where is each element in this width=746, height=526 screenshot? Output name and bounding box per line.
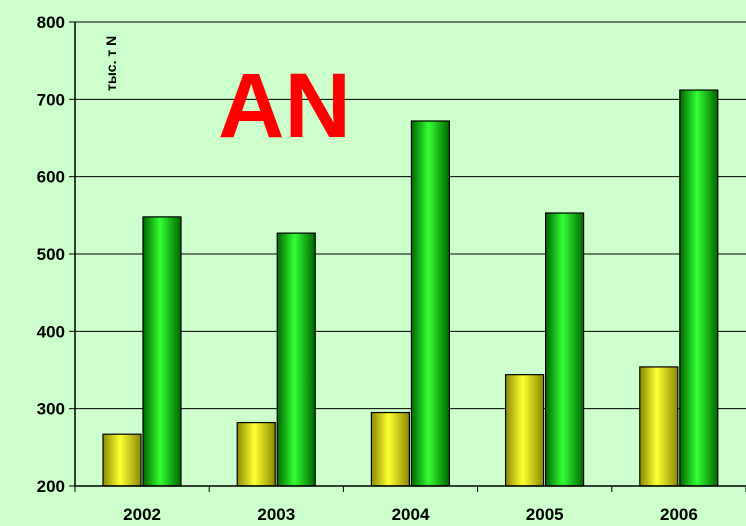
bar-2002-series-1 <box>102 433 142 487</box>
y-tick-label-800: 800 <box>37 13 65 32</box>
axes <box>69 21 746 492</box>
bar-2004-series-1 <box>370 411 410 487</box>
tick-labels: 200 300 400 500 600 700 800 2002 2003 2004 2005 200… <box>37 13 698 524</box>
y-tick-label-700: 700 <box>37 90 65 109</box>
y-tick-label-400: 400 <box>37 322 65 341</box>
y-tick-label-300: 300 <box>37 400 65 419</box>
x-tick-label-2002: 2002 <box>123 505 161 524</box>
bar-2006-series-1 <box>639 366 679 487</box>
bars <box>102 89 719 487</box>
x-tick-label-2006: 2006 <box>660 505 698 524</box>
x-tick-label-2005: 2005 <box>526 505 564 524</box>
y-axis-title: тыс. т N <box>103 36 119 91</box>
bar-2006-series-2 <box>679 89 719 487</box>
bar-2003-series-2 <box>276 232 316 487</box>
y-tick-label-600: 600 <box>37 168 65 187</box>
bar-2003-series-1 <box>236 421 276 487</box>
y-tick-label-200: 200 <box>37 477 65 496</box>
bar-2005-series-1 <box>505 374 545 487</box>
chart-title: AN <box>218 55 351 157</box>
x-tick-label-2004: 2004 <box>392 505 430 524</box>
gridlines <box>75 21 746 487</box>
x-tick-label-2003: 2003 <box>257 505 295 524</box>
bar-2005-series-2 <box>544 212 585 487</box>
bar-2002-series-2 <box>142 216 182 487</box>
bar-2004-series-2 <box>410 120 450 487</box>
y-tick-label-500: 500 <box>37 245 65 264</box>
